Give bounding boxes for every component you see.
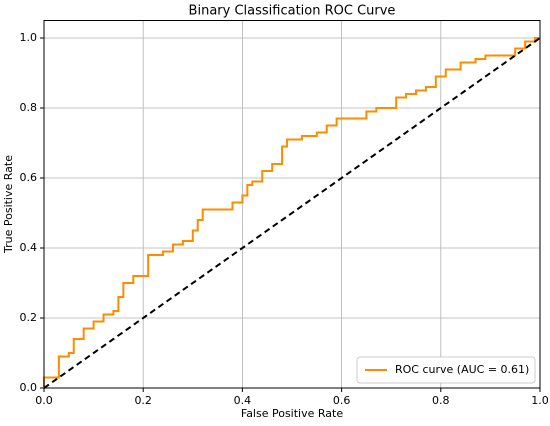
y-tick-label: 0.6 <box>20 171 38 184</box>
x-tick-label: 0.4 <box>234 394 252 407</box>
x-tick-label: 0.0 <box>35 394 53 407</box>
x-tick-label: 0.2 <box>134 394 152 407</box>
y-tick-label: 0.0 <box>20 381 38 394</box>
x-tick-label: 1.0 <box>531 394 549 407</box>
x-tick-label: 0.8 <box>432 394 450 407</box>
y-tick-label: 0.8 <box>20 101 38 114</box>
plot-frame <box>43 20 541 389</box>
chart-title: Binary Classification ROC Curve <box>189 4 396 19</box>
y-tick-label: 0.4 <box>20 241 38 254</box>
legend-box <box>356 356 536 384</box>
y-tick-label: 1.0 <box>20 31 38 44</box>
x-axis-label: False Positive Rate <box>241 407 343 420</box>
line <box>43 37 540 388</box>
y-axis-label: True Positive Rate <box>2 155 15 254</box>
legend-label: ROC curve (AUC = 0.61) <box>395 363 529 376</box>
line <box>43 37 541 389</box>
y-tick-label: 0.2 <box>20 311 38 324</box>
x-tick-label: 0.6 <box>333 394 351 407</box>
